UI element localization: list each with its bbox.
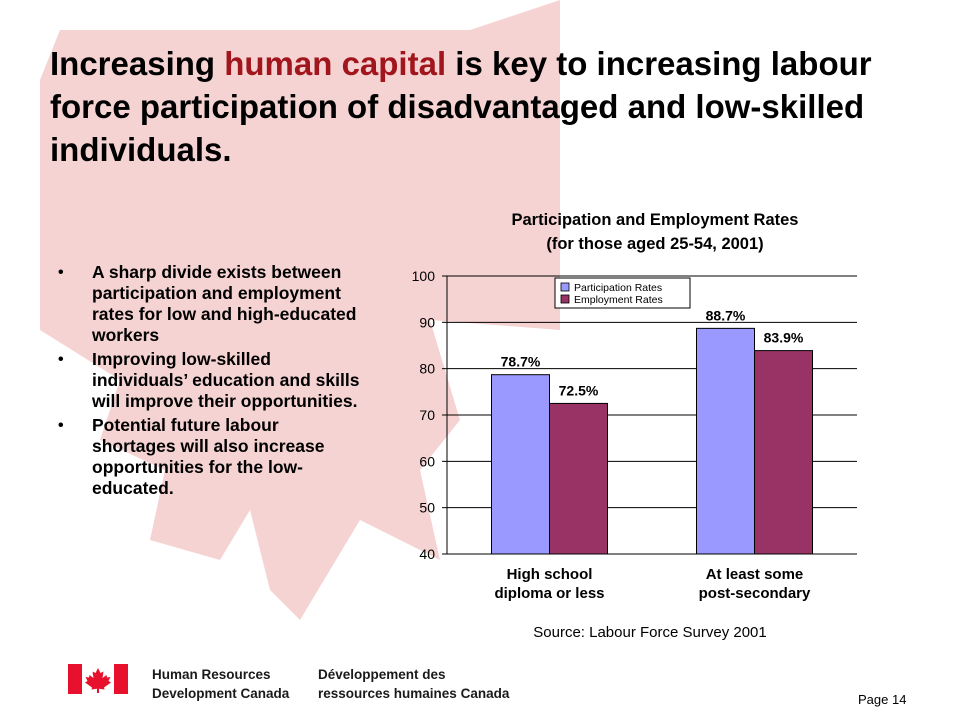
chart-title: Participation and Employment Rates (for …: [430, 208, 880, 256]
y-tick-label: 100: [412, 268, 436, 284]
y-tick-label: 90: [419, 314, 435, 330]
bullet-list: A sharp divide exists between participat…: [56, 262, 366, 502]
department-en-line-1: Human Resources: [152, 667, 271, 682]
legend-box: [554, 277, 691, 309]
department-fr-line-1: Développement des: [318, 667, 446, 682]
y-tick-label: 70: [419, 407, 435, 423]
x-tick-label: At least some: [706, 566, 804, 583]
department-en-line-2: Development Canada: [152, 686, 290, 701]
legend-swatch: [560, 282, 570, 292]
slide-title-part-3: is key to increasing labour force partic…: [50, 45, 872, 168]
page-number: Page 14: [858, 692, 907, 707]
bar: [491, 374, 550, 555]
legend-swatch: [560, 294, 570, 304]
chart-title-line-2: (for those aged 25-54, 2001): [546, 235, 764, 253]
bullet-item: Potential future labour shortages will a…: [56, 415, 366, 499]
bar: [549, 402, 608, 555]
y-tick-label: 60: [419, 453, 435, 469]
bar: [754, 350, 813, 555]
chart-source: Source: Labour Force Survey 2001: [533, 624, 767, 641]
bullet-item: Improving low-skilled individuals’ educa…: [56, 349, 366, 412]
slide-title-part-1: Increasing: [50, 45, 225, 82]
x-tick-label: post-secondary: [699, 585, 811, 602]
x-tick-label: diploma or less: [494, 585, 604, 602]
y-tick-label: 40: [419, 546, 435, 562]
data-label: 72.5%: [559, 382, 599, 398]
data-label: 78.7%: [501, 354, 541, 370]
legend-label: Employment Rates: [574, 294, 663, 306]
bar-chart: 40 50 60 70 80 90 100 78.7% 72.5% High school dip…: [412, 268, 857, 602]
bar: [696, 327, 755, 555]
slide-title: Increasing human capital is key to incre…: [50, 42, 930, 171]
chart-title-line-1: Participation and Employment Rates: [511, 211, 799, 229]
bullet-item: A sharp divide exists between participat…: [56, 262, 366, 346]
y-tick-label: 80: [419, 361, 435, 377]
x-tick-label: High school: [507, 566, 593, 583]
canada-flag-icon: [68, 664, 128, 694]
department-name-en: Human Resources Development Canada: [152, 665, 289, 703]
slide-title-highlight: human capital: [224, 45, 447, 82]
y-tick-label: 50: [419, 500, 435, 516]
legend-label: Participation Rates: [574, 282, 662, 294]
department-fr-line-2: ressources humaines Canada: [318, 686, 510, 701]
department-name-fr: Développement des ressources humaines Ca…: [318, 665, 509, 703]
data-label: 83.9%: [764, 330, 804, 346]
data-label: 88.7%: [706, 307, 746, 323]
